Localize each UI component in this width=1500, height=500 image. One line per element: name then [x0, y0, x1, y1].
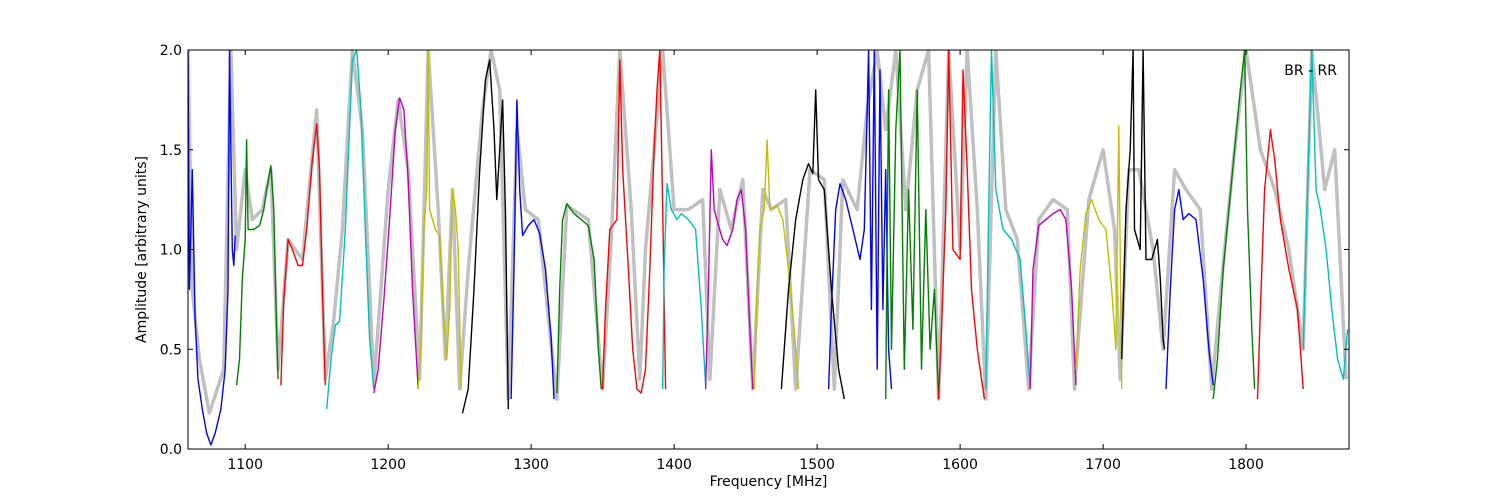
x-tick-label: 1800	[1228, 457, 1264, 473]
background-trace-line	[188, 50, 1348, 415]
y-tick-label: 2.0	[160, 43, 182, 59]
x-tick-label: 1400	[656, 457, 692, 473]
x-tick-label: 1300	[513, 457, 549, 473]
x-tick-label: 1700	[1085, 457, 1121, 473]
series-line-4	[326, 50, 375, 410]
y-tick-label: 0.0	[160, 442, 182, 458]
y-axis: 0.0 0.5 1.0 1.5 2.0	[160, 43, 1349, 458]
series-line-8	[510, 99, 555, 400]
series-line-18	[985, 50, 1031, 390]
series-line-9	[556, 202, 602, 394]
series-line-21	[1121, 50, 1166, 360]
series-line-19	[1029, 208, 1077, 390]
series-line-10	[601, 50, 667, 394]
x-tick-label: 1200	[370, 457, 406, 473]
series-line-17	[937, 50, 986, 400]
series-line-6	[417, 50, 462, 390]
series-line-7	[461, 59, 509, 414]
series-line-23	[1212, 50, 1256, 400]
series-line-12	[704, 149, 754, 390]
y-tick-label: 1.5	[160, 143, 182, 159]
plot-area	[188, 50, 1349, 449]
background-trace	[188, 50, 1348, 415]
series-line-3	[280, 123, 326, 386]
x-axis-label: Frequency [MHz]	[710, 474, 828, 490]
x-tick-label: 1100	[227, 457, 263, 473]
x-axis: 1100 1200 1300 1400 1500 1600 1700 1800	[227, 50, 1264, 473]
series-line-16	[885, 50, 940, 400]
x-tick-label: 1600	[942, 457, 978, 473]
series-line-24	[1256, 129, 1304, 400]
series-line-2	[235, 139, 279, 386]
series-line-5	[373, 97, 419, 394]
y-tick-label: 1.0	[160, 243, 182, 259]
series-line-13	[753, 139, 800, 390]
panel-annotation: BR - RR	[1284, 63, 1337, 79]
series-line-22	[1165, 188, 1214, 390]
series-line-1	[188, 50, 236, 446]
x-tick-label: 1500	[799, 457, 835, 473]
series-line-20	[1075, 125, 1123, 390]
series-line-25	[1302, 50, 1349, 380]
y-tick-label: 0.5	[160, 342, 182, 358]
y-axis-label: Amplitude [arbitrary units]	[134, 156, 150, 343]
series-line-11	[662, 183, 707, 390]
series-group	[188, 50, 1349, 446]
series-line-15	[827, 50, 893, 390]
series-line-14	[780, 89, 845, 400]
